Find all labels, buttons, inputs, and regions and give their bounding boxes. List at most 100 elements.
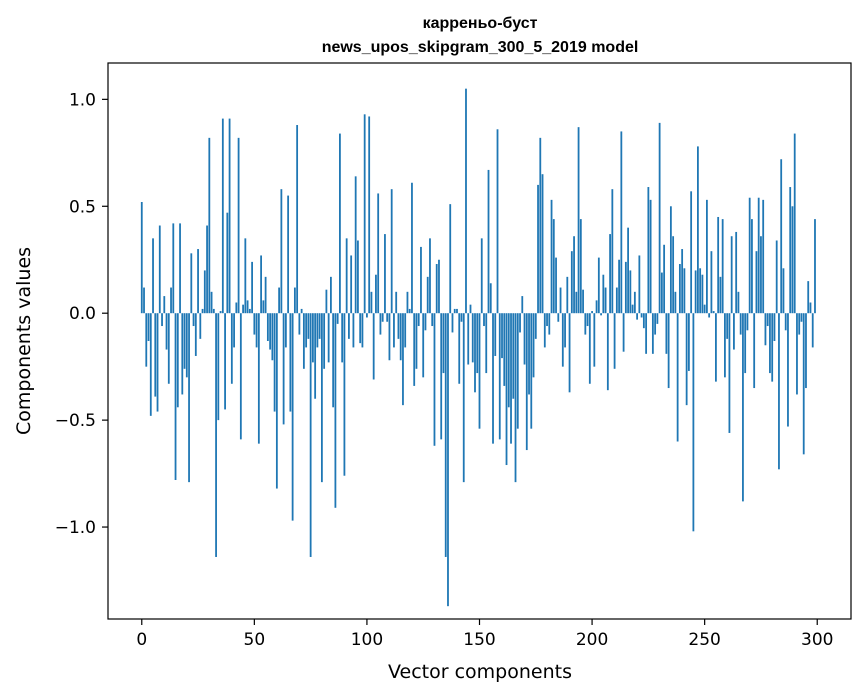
bar-127 [426, 276, 429, 314]
bar-151 [480, 238, 483, 314]
bar-237 [674, 291, 677, 314]
bar-160 [501, 313, 503, 359]
bar-72 [302, 313, 305, 369]
bar-36 [221, 118, 224, 314]
bar-162 [505, 313, 508, 466]
bar-64 [284, 313, 287, 348]
bar-231 [660, 272, 663, 314]
bar-48 [248, 308, 251, 314]
bar-1 [143, 287, 145, 314]
bar-185 [557, 313, 560, 322]
bar-266 [739, 313, 742, 335]
plot-frame [107, 62, 852, 620]
bar-209 [611, 189, 614, 314]
bar-203 [597, 257, 600, 314]
bar-0 [140, 202, 143, 314]
bar-145 [467, 313, 470, 365]
bar-171 [525, 313, 528, 451]
bar-96 [357, 240, 359, 314]
bar-272 [753, 313, 756, 389]
bar-239 [678, 264, 681, 314]
bar-10 [163, 296, 166, 314]
bar-19 [183, 313, 186, 369]
bar-117 [404, 313, 407, 348]
bar-182 [550, 199, 553, 314]
bar-71 [300, 308, 303, 314]
bar-119 [408, 308, 411, 314]
bar-144 [465, 88, 467, 314]
bar-283 [778, 313, 780, 470]
bar-114 [397, 313, 400, 339]
bar-155 [489, 283, 492, 314]
bar-124 [420, 246, 422, 314]
bar-158 [496, 129, 499, 314]
bar-183 [552, 219, 555, 314]
bar-60 [275, 313, 278, 489]
bar-228 [654, 313, 657, 335]
bar-97 [359, 313, 362, 344]
bar-9 [161, 313, 163, 327]
bar-293 [800, 313, 803, 322]
y-tick-label: 1.0 [69, 90, 96, 110]
bar-3 [147, 313, 150, 341]
bar-118 [406, 291, 409, 314]
bar-147 [471, 313, 474, 363]
bar-29 [206, 225, 208, 314]
bar-269 [746, 313, 749, 331]
bar-135 [444, 313, 447, 557]
bar-179 [543, 313, 546, 348]
bar-81 [323, 313, 326, 369]
bar-273 [755, 251, 758, 314]
bar-279 [769, 313, 771, 374]
bar-210 [613, 313, 616, 369]
bar-159 [498, 313, 501, 440]
bar-139 [453, 308, 456, 314]
bar-23 [192, 313, 195, 327]
bar-82 [325, 289, 328, 314]
bar-34 [217, 313, 220, 421]
bar-278 [766, 313, 769, 327]
bar-188 [564, 313, 566, 348]
bar-230 [658, 122, 661, 314]
bar-265 [737, 291, 740, 314]
bar-292 [798, 313, 801, 335]
bar-202 [595, 300, 598, 314]
bar-219 [633, 291, 636, 314]
bar-11 [165, 313, 168, 350]
bar-51 [255, 313, 258, 348]
bar-285 [782, 268, 785, 314]
bar-146 [469, 304, 472, 314]
bar-197 [584, 313, 587, 335]
bar-59 [273, 313, 276, 412]
bar-299 [814, 219, 816, 314]
bar-7 [156, 313, 159, 412]
bar-113 [395, 291, 398, 314]
bar-103 [372, 313, 375, 380]
bar-154 [487, 169, 490, 314]
bar-194 [577, 127, 580, 314]
bar-16 [176, 313, 179, 408]
bar-298 [811, 313, 814, 348]
bar-233 [665, 313, 668, 354]
bar-204 [600, 313, 602, 316]
bar-261 [728, 313, 731, 433]
bar-28 [203, 270, 206, 314]
bar-176 [537, 184, 539, 314]
bar-260 [726, 313, 729, 339]
bar-89 [341, 313, 344, 363]
bar-149 [476, 313, 479, 374]
bar-33 [215, 313, 217, 557]
bar-83 [327, 313, 330, 363]
bar-85 [332, 313, 335, 408]
bar-107 [381, 313, 384, 322]
bar-270 [748, 197, 751, 314]
bar-167 [516, 313, 519, 429]
bar-156 [492, 313, 494, 444]
bar-281 [773, 313, 776, 341]
bar-190 [568, 313, 571, 393]
y-tick-label: −1.0 [55, 518, 96, 538]
bar-6 [154, 313, 157, 397]
bar-61 [278, 287, 281, 314]
bar-142 [460, 313, 463, 322]
bar-57 [269, 313, 272, 350]
